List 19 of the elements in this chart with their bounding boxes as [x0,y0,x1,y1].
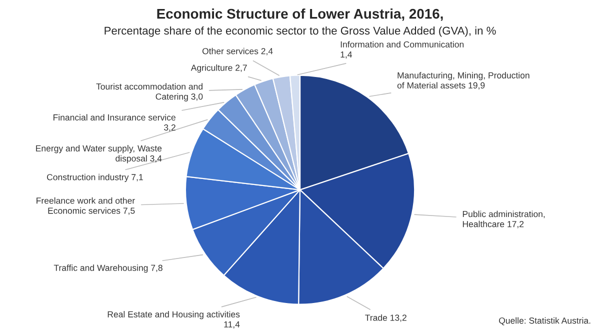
data-label: 3,2 [164,124,176,132]
slice-label: Public administration, Healthcare 17,2 [462,210,545,228]
slice-label: Energy and Water supply, Waste disposal 3,4 [36,145,162,164]
data-label: 11,4 [224,321,240,329]
data-label: 1,4 [340,51,352,59]
slice-label: Manufacturing, Mining, Production of Material assets 19,9 [397,72,530,90]
slice-label: Financial and Insurance service [54,114,176,121]
slice-label: Agriculture 2,7 [190,64,247,73]
slice-label: Tourist accommodation and Catering 3,0 [96,83,203,102]
slice-label: Traffic and Warehousing 7,8 [54,264,162,273]
chart-subtitle: Percentage share of the economic sector to the Gross Value Added (GVA), in % [104,26,496,37]
chart-title: Economic Structure of Lower Austria, 2016, [157,8,443,21]
slice-label: Real Estate and Housing activities [108,311,240,320]
slice-label: Construction industry 7,1 [47,174,143,182]
slice-label: Trade 13,2 [365,314,406,322]
source-note: Quelle: Statistik Austria. [499,317,590,326]
slice-label: Freelance work and other Economic services 7,5 [36,197,135,215]
slice-label: Other services 2,4 [202,48,273,56]
slice-label: Information and Communication [340,41,464,48]
